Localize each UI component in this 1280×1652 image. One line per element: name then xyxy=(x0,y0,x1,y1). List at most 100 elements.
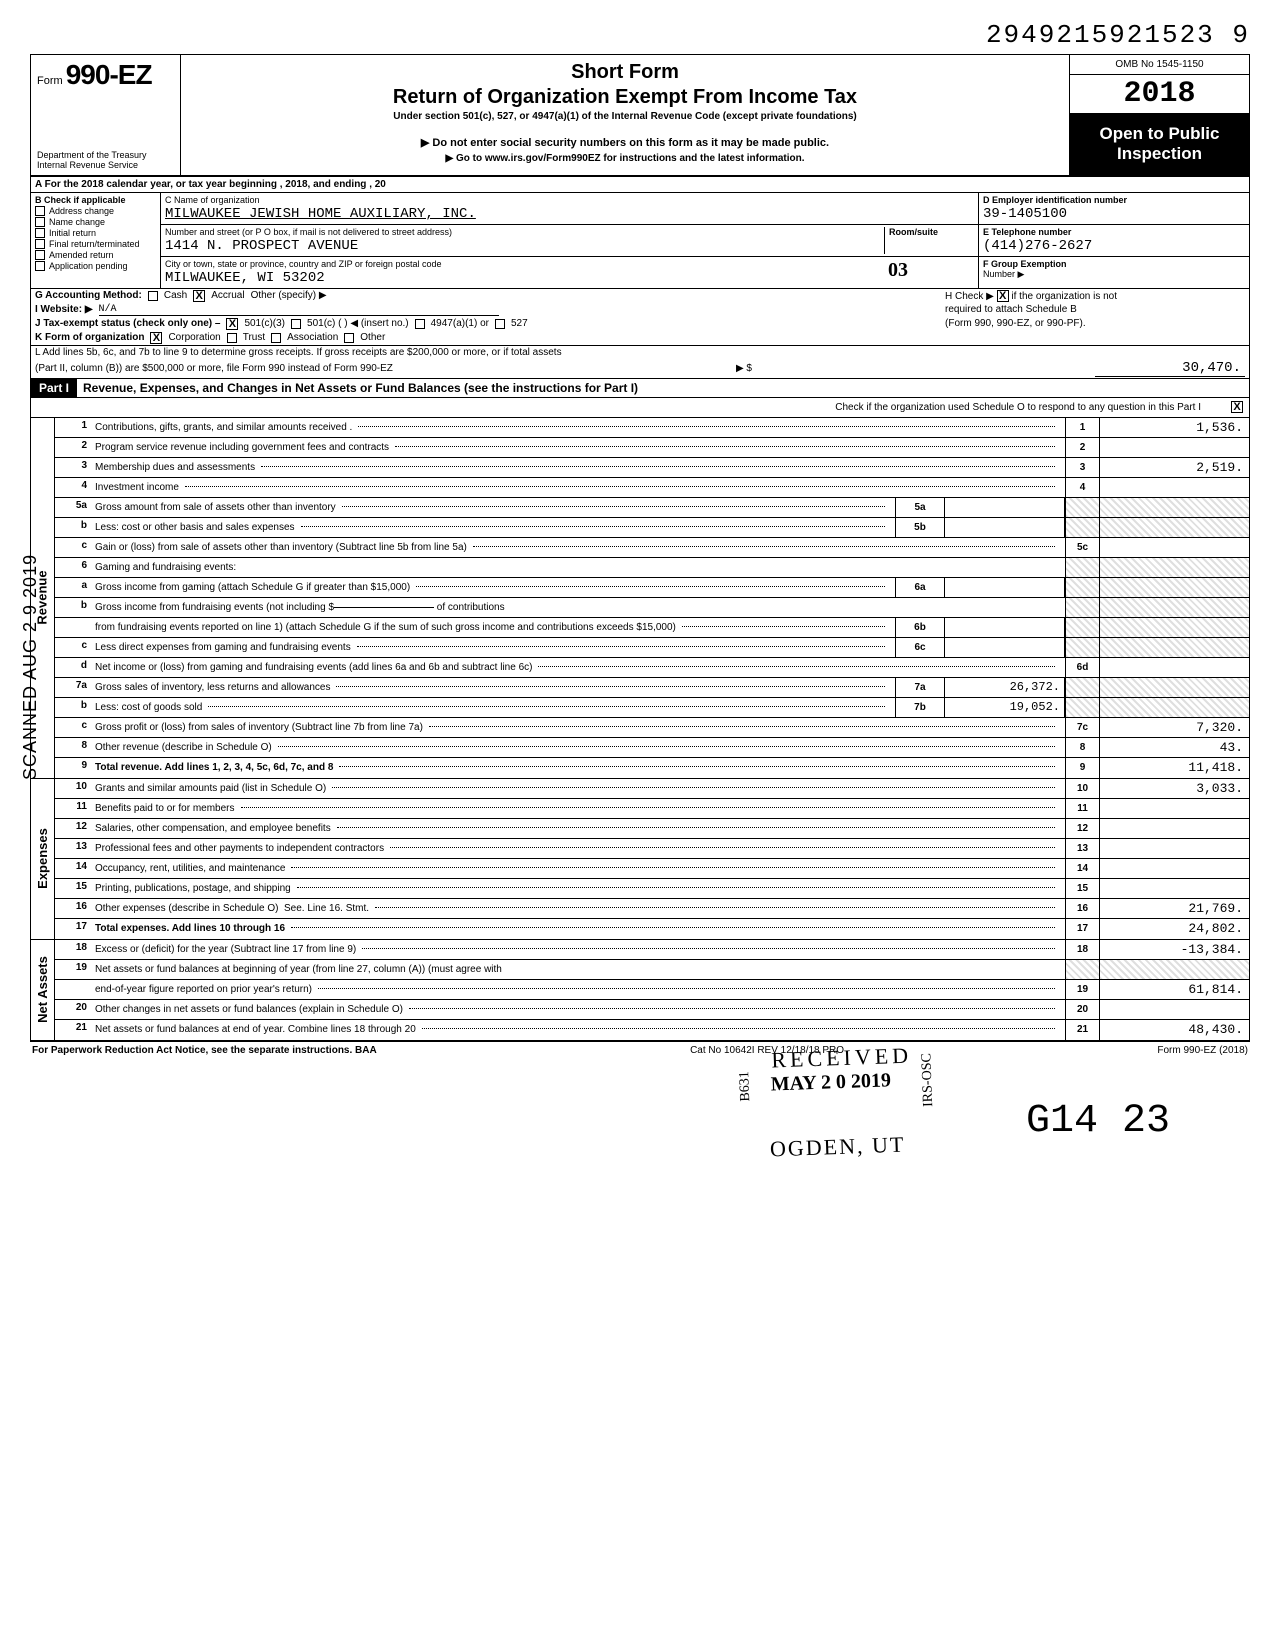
line-12-val xyxy=(1099,819,1249,838)
line-6b-desc: from fundraising events reported on line… xyxy=(91,618,895,637)
line-7c-desc: Gross profit or (loss) from sales of inv… xyxy=(91,718,1065,737)
line-6a-val xyxy=(945,578,1065,597)
line-15-desc: Printing, publications, postage, and shi… xyxy=(91,879,1065,898)
street-address: 1414 N. PROSPECT AVENUE xyxy=(165,238,884,254)
line-18-desc: Excess or (deficit) for the year (Subtra… xyxy=(91,940,1065,959)
footer-right: Form 990-EZ (2018) xyxy=(1157,1045,1248,1056)
line-18-val: -13,384. xyxy=(1099,940,1249,959)
entity-info-block: B Check if applicable Address change Nam… xyxy=(30,193,1250,289)
line-19a-desc: Net assets or fund balances at beginning… xyxy=(91,960,1065,979)
line-6b-pre: Gross income from fundraising events (no… xyxy=(91,598,1065,617)
line-2-desc: Program service revenue including govern… xyxy=(91,438,1065,457)
lbl-room-suite: Room/suite xyxy=(884,227,974,254)
lbl-ein: D Employer identification number xyxy=(983,195,1245,205)
line-7b-desc: Less: cost of goods sold xyxy=(91,698,895,717)
line-16-desc: Other expenses (describe in Schedule O) … xyxy=(91,899,1065,918)
chk-address-change[interactable] xyxy=(35,206,45,216)
line-5b-val xyxy=(945,518,1065,537)
chk-527[interactable] xyxy=(495,319,505,329)
line-2-val xyxy=(1099,438,1249,457)
line-1-val: 1,536. xyxy=(1099,418,1249,437)
line-17-val: 24,802. xyxy=(1099,919,1249,939)
gross-receipts: 30,470. xyxy=(1095,360,1245,377)
lbl-h-check: H Check ▶ xyxy=(945,291,994,302)
lbl-501c: 501(c) ( ) ◀ (insert no.) xyxy=(307,318,409,329)
lbl-other-specify: Other (specify) ▶ xyxy=(251,290,327,301)
expenses-section: Expenses 10Grants and similar amounts pa… xyxy=(30,779,1250,940)
line-21-val: 48,430. xyxy=(1099,1020,1249,1040)
chk-final-return[interactable] xyxy=(35,239,45,249)
part-i-header-row: Part I Revenue, Expenses, and Changes in… xyxy=(30,379,1250,398)
footer-mid: Cat No 10642I REV 12/18/18 PRO xyxy=(690,1045,844,1056)
omb-number: OMB No 1545-1150 xyxy=(1070,55,1249,75)
lbl-city: City or town, state or province, country… xyxy=(165,259,441,269)
return-title: Return of Organization Exempt From Incom… xyxy=(187,86,1063,109)
short-form-title: Short Form xyxy=(187,61,1063,84)
chk-schedule-o-part-i[interactable]: X xyxy=(1231,401,1243,413)
line-13-desc: Professional fees and other payments to … xyxy=(91,839,1065,858)
line-5a-val xyxy=(945,498,1065,517)
lbl-501c3: 501(c)(3) xyxy=(244,318,285,329)
line-4-desc: Investment income xyxy=(91,478,1065,497)
chk-trust[interactable] xyxy=(227,333,237,343)
lbl-h-text1: if the organization is not xyxy=(1011,291,1117,302)
chk-cash[interactable] xyxy=(148,291,158,301)
line-5c-desc: Gain or (loss) from sale of assets other… xyxy=(91,538,1065,557)
lbl-street: Number and street (or P O box, if mail i… xyxy=(165,227,452,237)
line-11-desc: Benefits paid to or for members xyxy=(91,799,1065,818)
line-7a-val: 26,372. xyxy=(945,678,1065,697)
footer-left: For Paperwork Reduction Act Notice, see … xyxy=(32,1045,377,1056)
lbl-expenses-side: Expenses xyxy=(35,828,50,889)
line-6c-val xyxy=(945,638,1065,657)
chk-amended-return[interactable] xyxy=(35,250,45,260)
line-3-val: 2,519. xyxy=(1099,458,1249,477)
lbl-trust: Trust xyxy=(243,332,265,343)
ssn-warning: ▶ Do not enter social security numbers o… xyxy=(187,136,1063,149)
line-15-val xyxy=(1099,879,1249,898)
chk-501c3[interactable]: X xyxy=(226,318,238,330)
phone: (414)276-2627 xyxy=(983,238,1245,254)
line-3-desc: Membership dues and assessments xyxy=(91,458,1065,477)
part-i-label: Part I xyxy=(31,379,77,397)
line-8-val: 43. xyxy=(1099,738,1249,757)
line-9-desc: Total revenue. Add lines 1, 2, 3, 4, 5c,… xyxy=(91,758,1065,778)
line-a-tax-year: A For the 2018 calendar year, or tax yea… xyxy=(30,177,1250,193)
lbl-netassets-side: Net Assets xyxy=(35,956,50,1023)
room-handwritten: 03 xyxy=(884,259,974,286)
lbl-527: 527 xyxy=(511,318,528,329)
dept-irs: Internal Revenue Service xyxy=(37,161,174,171)
ein: 39-1405100 xyxy=(983,206,1245,222)
stamp-date: MAY 2 0 2019 xyxy=(770,1069,891,1096)
chk-association[interactable] xyxy=(271,333,281,343)
chk-other-org[interactable] xyxy=(344,333,354,343)
form-number: 990-EZ xyxy=(66,59,152,90)
tax-year: 2018 xyxy=(1070,75,1249,114)
chk-corporation[interactable]: X xyxy=(150,332,162,344)
lbl-h-text2: required to attach Schedule B xyxy=(945,304,1077,315)
chk-name-change[interactable] xyxy=(35,217,45,227)
line-5b-desc: Less: cost or other basis and sales expe… xyxy=(91,518,895,537)
line-5c-val xyxy=(1099,538,1249,557)
org-name: MILWAUKEE JEWISH HOME AUXILIARY, INC. xyxy=(165,206,974,222)
line-17-desc: Total expenses. Add lines 10 through 16 xyxy=(91,919,1065,939)
website-value: N/A xyxy=(99,304,499,316)
chk-501c[interactable] xyxy=(291,319,301,329)
chk-accrual[interactable]: X xyxy=(193,290,205,302)
chk-initial-return[interactable] xyxy=(35,228,45,238)
line-12-desc: Salaries, other compensation, and employ… xyxy=(91,819,1065,838)
lbl-final-return: Final return/terminated xyxy=(49,239,140,249)
lbl-address-change: Address change xyxy=(49,206,114,216)
lbl-website: I Website: ▶ xyxy=(35,304,93,315)
open-to-public: Open to Public Inspection xyxy=(1070,114,1249,175)
chk-4947a1[interactable] xyxy=(415,319,425,329)
lbl-application-pending: Application pending xyxy=(49,261,128,271)
line-5a-desc: Gross amount from sale of assets other t… xyxy=(91,498,895,517)
instructions-link: ▶ Go to www.irs.gov/Form990EZ for instru… xyxy=(187,153,1063,164)
form-prefix: Form xyxy=(37,75,63,87)
lbl-org-name: C Name of organization xyxy=(165,195,260,205)
line-9-val: 11,418. xyxy=(1099,758,1249,778)
stamp-b631: B631 xyxy=(737,1070,754,1101)
chk-application-pending[interactable] xyxy=(35,261,45,271)
dln-number: 2949215921523 9 xyxy=(986,20,1250,50)
chk-schedule-b[interactable]: X xyxy=(997,290,1009,302)
